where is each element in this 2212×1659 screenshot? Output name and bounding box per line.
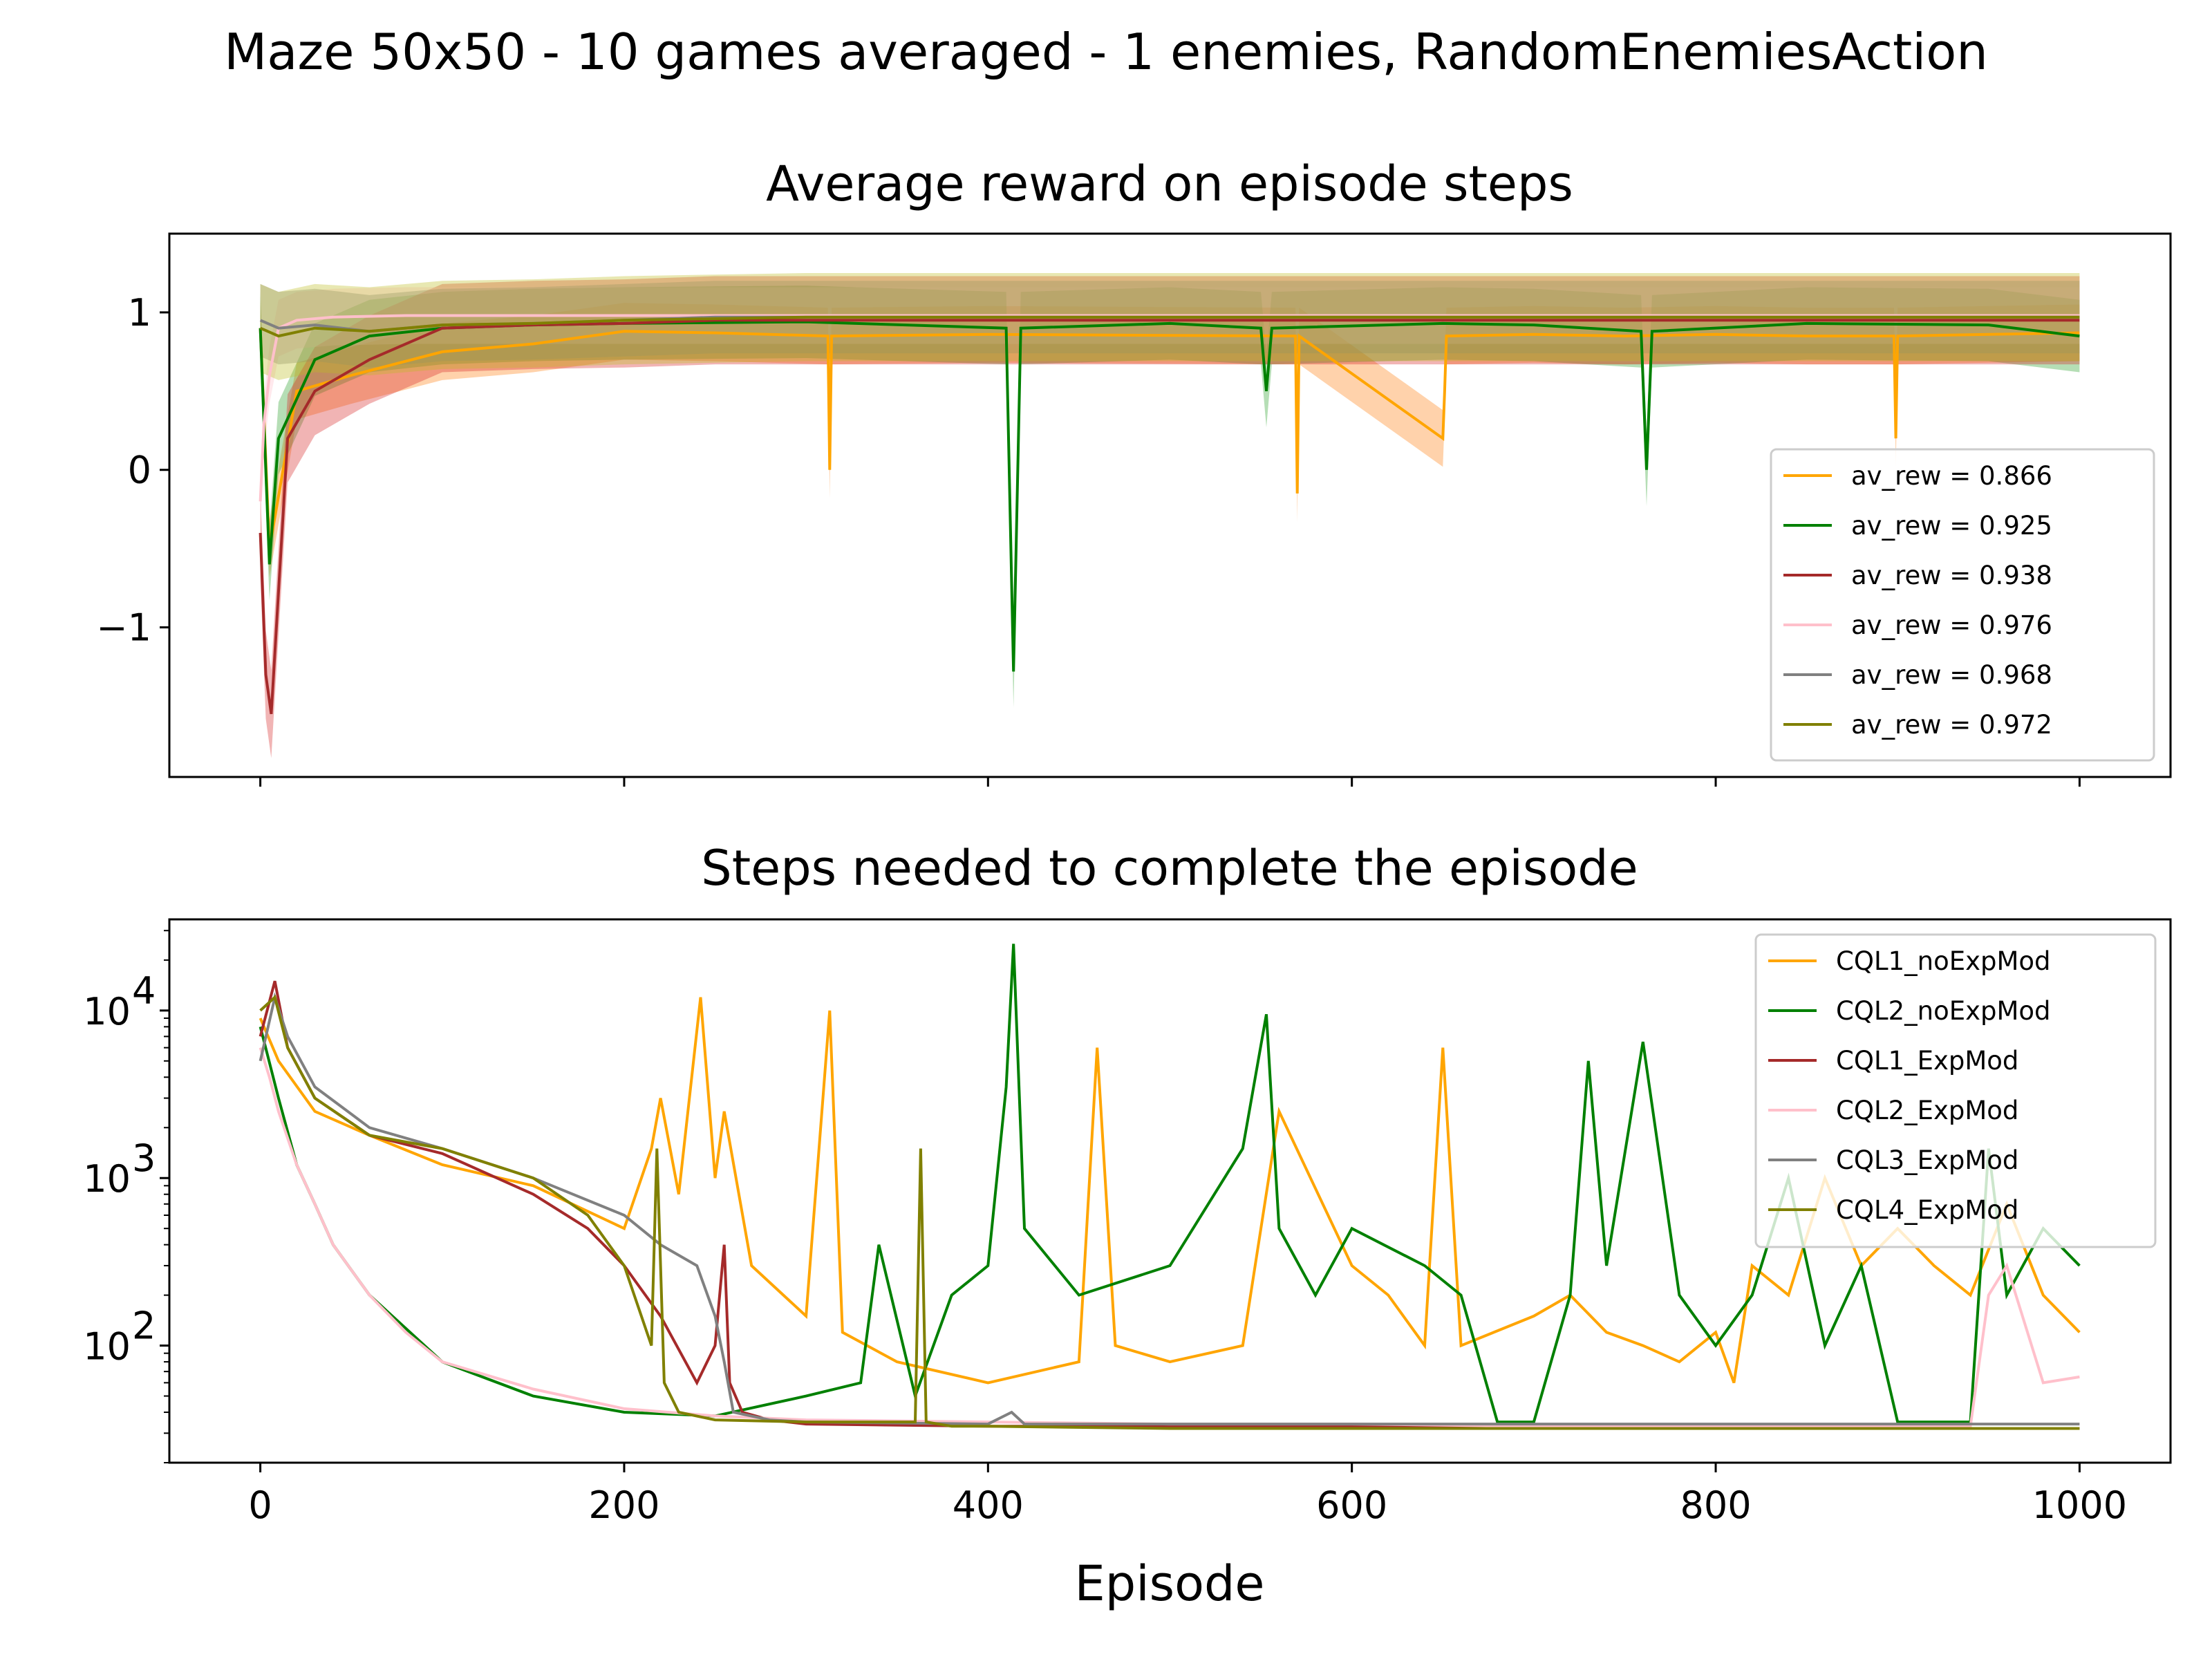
reward-y-tick-label: 0 [128, 449, 151, 492]
reward-band-6 [260, 273, 2080, 380]
steps-legend-label: CQL1_ExpMod [1836, 1046, 2018, 1076]
steps-x-tick-label: 1000 [2032, 1483, 2127, 1527]
reward-panel-title: Average reward on episode steps [766, 156, 1573, 212]
steps-series-2 [259, 944, 2081, 1424]
steps-panel: Steps needed to complete the episode 10 2… [83, 840, 2172, 1612]
reward-legend-label: av_rew = 0.968 [1851, 660, 2052, 690]
steps-legend-frame [1754, 933, 2157, 1248]
steps-legend-label: CQL3_ExpMod [1836, 1145, 2018, 1175]
reward-legend-label: av_rew = 0.925 [1851, 511, 2052, 541]
steps-legend-label: CQL1_noExpMod [1836, 946, 2051, 976]
steps-series-5 [259, 992, 2080, 1426]
reward-legend-label: av_rew = 0.938 [1851, 561, 2052, 590]
reward-series-1 [259, 328, 2080, 550]
reward-legend-label: av_rew = 0.866 [1851, 461, 2052, 491]
steps-y-tick-exponent: 2 [132, 1304, 156, 1348]
steps-legend: CQL1_noExpMod CQL2_noExpMod CQL1_ExpMod CQL… [1754, 933, 2157, 1248]
steps-series-6 [259, 994, 2080, 1430]
reward-x-axis [259, 777, 2081, 787]
reward-series-3 [259, 319, 2080, 715]
reward-y-tick-label: 1 [128, 291, 151, 335]
reward-legend-label: av_rew = 0.972 [1851, 710, 2052, 740]
reward-y-tick-label: −1 [96, 606, 151, 650]
steps-x-tick-label: 0 [248, 1483, 272, 1527]
steps-x-tick-label: 200 [588, 1483, 659, 1527]
steps-y-tick-exponent: 3 [132, 1136, 156, 1180]
steps-panel-title: Steps needed to complete the episode [701, 840, 1638, 897]
steps-y-tick-label: 10 [83, 1157, 131, 1201]
steps-x-tick-label: 600 [1316, 1483, 1387, 1527]
reward-panel-frame [168, 232, 2172, 778]
reward-series-2 [259, 320, 2080, 672]
figure-suptitle: Maze 50x50 - 10 games averaged - 1 enemi… [224, 23, 1988, 81]
reward-plot-area [259, 273, 2080, 758]
reward-panel: Average reward on episode steps −1 0 1 av_… [96, 156, 2172, 787]
steps-legend-label: CQL2_noExpMod [1836, 996, 2051, 1026]
reward-series-6 [259, 315, 2080, 338]
reward-legend: av_rew = 0.866 av_rew = 0.925 av_rew = 0.9… [1770, 448, 2155, 762]
steps-panel-frame [168, 918, 2172, 1464]
steps-legend-label: CQL4_ExpMod [1836, 1195, 2018, 1225]
reward-y-axis: −1 0 1 [96, 291, 169, 650]
steps-legend-label: CQL2_ExpMod [1836, 1096, 2018, 1125]
steps-x-axis: 0 200 400 600 800 1000 [248, 1463, 2127, 1527]
reward-legend-frame [1770, 448, 2155, 762]
steps-plot-area [259, 944, 2081, 1430]
steps-series-1 [259, 997, 2081, 1385]
steps-x-tick-label: 800 [1680, 1483, 1752, 1527]
steps-y-tick-label: 10 [83, 990, 131, 1033]
steps-y-tick-exponent: 4 [132, 969, 156, 1013]
steps-y-tick-label: 10 [83, 1325, 131, 1369]
steps-x-tick-label: 400 [953, 1483, 1024, 1527]
steps-x-axis-label: Episode [1075, 1555, 1265, 1612]
reward-legend-label: av_rew = 0.976 [1851, 610, 2052, 640]
reward-series-4 [259, 314, 2080, 502]
